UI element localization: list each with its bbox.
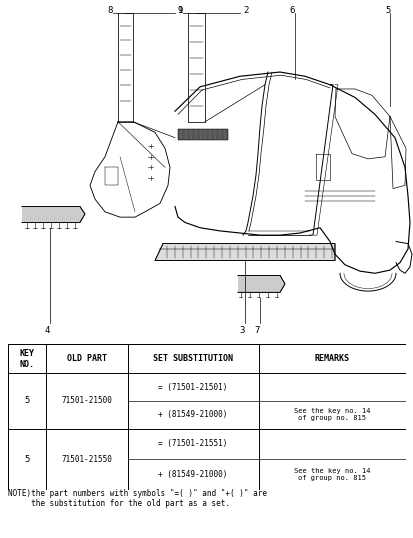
Text: = (71501-21501): = (71501-21501) — [158, 383, 227, 392]
Text: 2: 2 — [242, 6, 248, 15]
Polygon shape — [22, 207, 85, 222]
Text: KEY
NO.: KEY NO. — [19, 349, 35, 369]
Text: 71501-21550: 71501-21550 — [61, 455, 112, 464]
Text: + (81549-21000): + (81549-21000) — [158, 470, 227, 479]
Polygon shape — [237, 275, 284, 292]
Text: + (81549-21000): + (81549-21000) — [158, 410, 227, 419]
Text: 5: 5 — [385, 6, 390, 15]
Text: 3: 3 — [239, 326, 244, 335]
Text: See the key no. 14
of group no. 815: See the key no. 14 of group no. 815 — [293, 468, 370, 481]
Text: = (71501-21551): = (71501-21551) — [158, 440, 227, 448]
Text: 8: 8 — [107, 6, 113, 15]
Text: 4: 4 — [44, 326, 50, 335]
Text: 7: 7 — [254, 326, 259, 335]
Text: 6: 6 — [289, 6, 294, 15]
Text: 9: 9 — [177, 6, 183, 15]
Text: 5: 5 — [24, 455, 30, 464]
Bar — [178, 129, 228, 140]
Text: REMARKS: REMARKS — [314, 355, 349, 363]
Text: 71501-21500: 71501-21500 — [61, 397, 112, 406]
Text: NOTE)the part numbers with symbols "=( )" and "+( )" are
     the substitution f: NOTE)the part numbers with symbols "=( )… — [8, 489, 267, 508]
Text: 5: 5 — [24, 397, 30, 406]
Text: SET SUBSTITUTION: SET SUBSTITUTION — [153, 355, 233, 363]
Text: See the key no. 14
of group no. 815: See the key no. 14 of group no. 815 — [293, 408, 370, 421]
Text: OLD PART: OLD PART — [66, 355, 107, 363]
Text: 1: 1 — [178, 6, 183, 15]
Polygon shape — [154, 244, 334, 260]
